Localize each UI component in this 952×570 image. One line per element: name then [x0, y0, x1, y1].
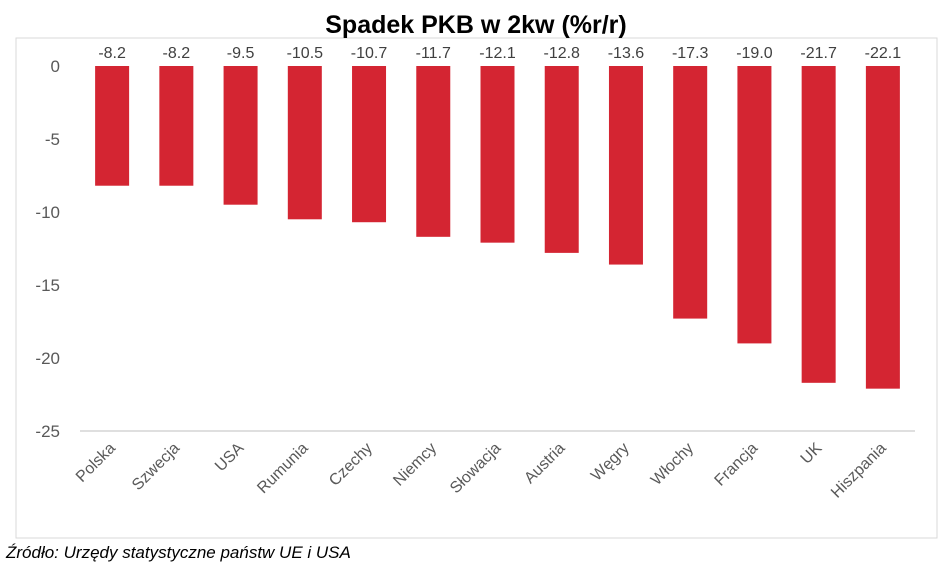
chart-title: Spadek PKB w 2kw (%r/r) — [325, 11, 626, 39]
data-label: -17.3 — [672, 45, 709, 62]
data-label: -8.2 — [163, 45, 191, 62]
x-tick-label: Austria — [521, 440, 568, 487]
chart-frame — [15, 37, 938, 539]
data-label: -12.1 — [479, 45, 516, 62]
x-tick-label: Słowacja — [447, 440, 504, 497]
bar-słowacja — [480, 66, 515, 243]
x-tick-label: UK — [798, 440, 826, 468]
x-tick-label: Francja — [711, 440, 761, 490]
x-tick-label: Rumunia — [254, 440, 311, 497]
x-tick-label: Polska — [73, 440, 119, 486]
source-note: Źródło: Urzędy statystyczne państw UE i … — [5, 543, 351, 562]
bar-austria — [544, 66, 579, 253]
data-label: -10.5 — [287, 45, 324, 62]
bar-włochy — [673, 66, 708, 319]
bar-hiszpania — [865, 66, 900, 389]
x-tick-label: Szwecja — [129, 440, 183, 494]
y-tick-label: -5 — [45, 130, 60, 149]
bar-uk — [801, 66, 836, 383]
data-label: -13.6 — [608, 45, 645, 62]
data-label: -10.7 — [351, 45, 388, 62]
data-label: -8.2 — [98, 45, 126, 62]
data-label: -19.0 — [736, 45, 773, 62]
y-tick-label: -20 — [35, 349, 60, 368]
x-tick-label: Węgry — [588, 440, 633, 485]
x-tick-label: Niemcy — [390, 440, 440, 490]
bar-szwecja — [159, 66, 194, 186]
bar-czechy — [352, 66, 387, 223]
bar-niemcy — [416, 66, 451, 237]
x-tick-label: Hiszpania — [828, 440, 890, 502]
bars-group — [95, 66, 900, 389]
bar-polska — [95, 66, 130, 186]
y-tick-label: 0 — [51, 57, 60, 76]
data-label: -22.1 — [865, 45, 902, 62]
x-tick-label: Włochy — [648, 440, 697, 489]
y-tick-label: -10 — [35, 203, 60, 222]
data-label: -21.7 — [800, 45, 837, 62]
data-label: -9.5 — [227, 45, 255, 62]
x-axis: Polska Szwecja USA Rumunia Czechy Niemcy Słowa… — [73, 430, 915, 502]
y-tick-label: -15 — [35, 276, 60, 295]
bar-francja — [737, 66, 772, 344]
bar-węgry — [608, 66, 643, 265]
y-tick-label: -25 — [35, 422, 60, 441]
data-label: -12.8 — [543, 45, 580, 62]
bar-usa — [223, 66, 258, 205]
data-labels-group: -8.2 -8.2 -9.5 -10.5 -10.7 -11.7 -12.1 -12.8 -13… — [98, 45, 901, 62]
data-label: -11.7 — [416, 45, 451, 62]
bar-rumunia — [287, 66, 322, 220]
x-tick-label: USA — [212, 440, 248, 476]
y-axis: 0 -5 -10 -15 -20 -25 — [35, 57, 60, 441]
x-tick-label: Czechy — [326, 440, 376, 490]
